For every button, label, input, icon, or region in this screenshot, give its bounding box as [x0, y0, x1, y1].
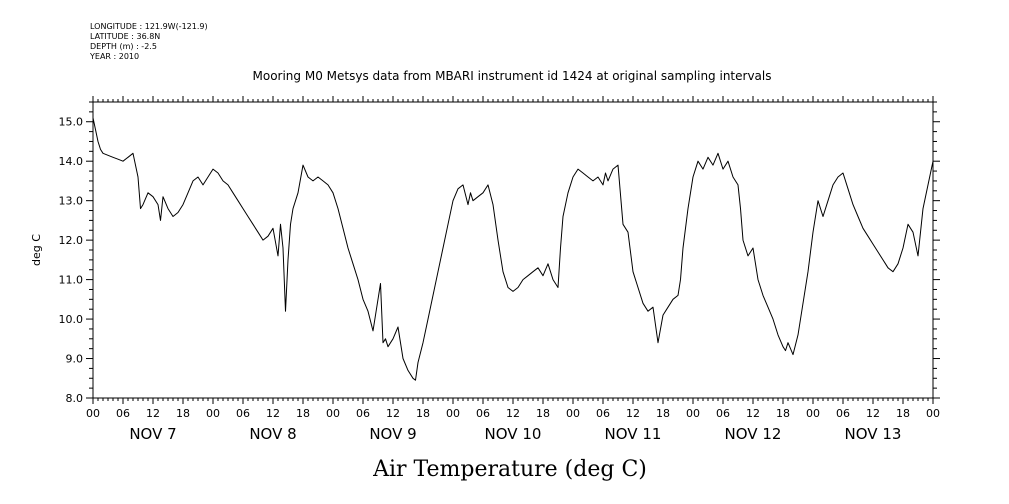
axes-layer: 00 06 12 18 00 06 12 18 00 06 12 18 00 06 12 18 00 06 12 18…: [59, 96, 940, 443]
x-tick-label: 06: [476, 407, 490, 420]
x-tick-label: 18: [896, 407, 910, 420]
y-tick-label: 11.0: [59, 274, 84, 287]
y-tick-label: 10.0: [59, 313, 84, 326]
meta-year: YEAR : 2010: [90, 52, 140, 61]
x-tick-label: 06: [356, 407, 370, 420]
y-tick-label: 14.0: [59, 155, 84, 168]
y-tick-label: 8.0: [66, 392, 84, 405]
x-tick-label: 12: [626, 407, 640, 420]
x-tick-label: 18: [176, 407, 190, 420]
x-day-label: NOV 10: [485, 425, 542, 443]
x-day-label: NOV 12: [725, 425, 782, 443]
plot-frame: [92, 101, 934, 399]
x-tick-label: 06: [116, 407, 130, 420]
meta-latitude: LATITUDE : 36.8N: [90, 32, 161, 41]
plot-title: Mooring M0 Metsys data from MBARI instru…: [253, 69, 772, 83]
x-tick-label: 18: [416, 407, 430, 420]
y-tick-label: 9.0: [66, 353, 84, 366]
y-axis-title: deg C: [30, 234, 43, 266]
x-tick-label: 12: [266, 407, 280, 420]
x-tick-label: 12: [506, 407, 520, 420]
x-tick-label: 00: [446, 407, 460, 420]
x-tick-label: 12: [746, 407, 760, 420]
x-tick-label: 00: [326, 407, 340, 420]
x-tick-label: 12: [386, 407, 400, 420]
metadata-block: LONGITUDE : 121.9W(-121.9) LATITUDE : 36…: [90, 22, 208, 62]
x-day-label: NOV 13: [845, 425, 902, 443]
meta-longitude: LONGITUDE : 121.9W(-121.9): [90, 22, 208, 31]
x-tick-label: 06: [716, 407, 730, 420]
x-day-label: NOV 8: [249, 425, 296, 443]
x-tick-label: 12: [866, 407, 880, 420]
x-tick-label: 12: [146, 407, 160, 420]
y-tick-label: 15.0: [59, 116, 84, 129]
x-tick-label: 00: [206, 407, 220, 420]
x-axis-title: Air Temperature (deg C): [372, 457, 647, 482]
x-tick-label: 18: [776, 407, 790, 420]
x-tick-label: 00: [86, 407, 100, 420]
x-tick-label: 00: [686, 407, 700, 420]
x-tick-label: 06: [596, 407, 610, 420]
x-tick-label: 00: [926, 407, 940, 420]
x-day-label: NOV 9: [369, 425, 416, 443]
plot-layer: [92, 117, 934, 381]
air-temperature-line: [92, 117, 934, 381]
x-tick-label: 18: [296, 407, 310, 420]
x-tick-label: 00: [566, 407, 580, 420]
x-day-label: NOV 7: [129, 425, 176, 443]
x-tick-label: 06: [836, 407, 850, 420]
x-tick-label: 06: [236, 407, 250, 420]
x-day-label: NOV 11: [605, 425, 662, 443]
x-tick-label: 18: [656, 407, 670, 420]
x-tick-label: 00: [806, 407, 820, 420]
meta-depth: DEPTH (m) : -2.5: [90, 42, 157, 51]
x-tick-label: 18: [536, 407, 550, 420]
y-tick-label: 13.0: [59, 195, 84, 208]
y-tick-label: 12.0: [59, 234, 84, 247]
